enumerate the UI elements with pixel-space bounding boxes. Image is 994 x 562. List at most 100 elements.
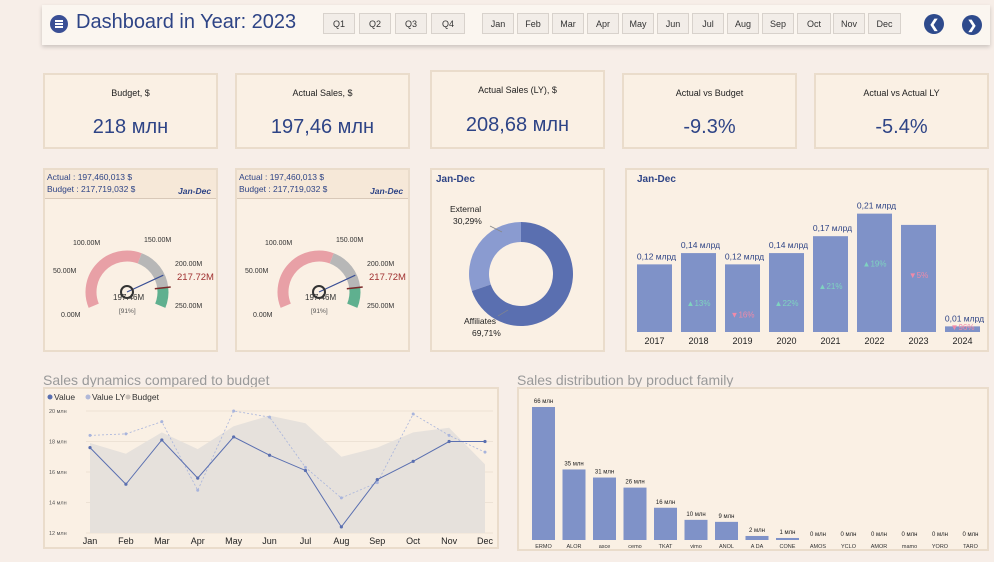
year-bar-chart: Jan-Dec 0,12 млрд 2017 0,14 млрд ▲13% 2018 0,1… [637,174,984,346]
year-bar-change-label: ▲21% [819,282,843,291]
value-ly-point [483,450,487,454]
month-button-feb[interactable]: Feb [517,13,549,34]
donut-leader [489,225,503,233]
gauge-tick-label: 100.00M [73,240,100,247]
y-tick-label: 12 млн [49,531,67,537]
y-tick-label: 20 млн [49,409,67,415]
year-bar [769,253,804,332]
gauge-chart: 0.00M 50.00M 100.00M 150.00M 200.00M 250.00M 2… [53,237,214,319]
value-point [447,439,451,444]
product-value-label: 16 млн [656,500,675,506]
donut-leader [497,309,509,317]
next-arrow-icon[interactable]: ❯ [962,15,982,35]
product-axis-label: AMOR [871,544,888,549]
year-bar-value-label: 0,14 млрд [769,240,808,250]
quarter-button-q4[interactable]: Q4 [431,13,465,34]
year-bar-title: Jan-Dec [637,174,676,185]
value-ly-point [268,415,272,419]
product-axis-label: ANOL [719,544,734,549]
year-bar-change-label: ▼5% [909,271,928,280]
x-tick-label: Mar [154,536,170,546]
quarter-button-q1[interactable]: Q1 [323,13,355,34]
gauge-target-label: 217.72M [177,272,214,283]
month-button-aug[interactable]: Aug [727,13,759,34]
month-button-oct[interactable]: Oct [797,13,831,34]
gauge-target-marker [346,286,363,290]
month-button-jul[interactable]: Jul [692,13,724,34]
x-tick-label: Aug [333,536,349,546]
x-tick-label: Jun [262,536,277,546]
gauge-target-marker [154,286,171,290]
year-axis-label: 2017 [644,336,664,346]
month-button-mar[interactable]: Mar [552,13,584,34]
product-bar [715,521,738,540]
legend-label: Value [54,392,75,402]
x-tick-label: Feb [118,536,134,546]
product-value-label: 1 млн [780,530,796,536]
prev-arrow-icon[interactable]: ❮ [924,14,944,34]
gauge-budget-line: Budget : 217,719,032 $ [239,184,328,194]
value-ly-point [196,488,200,492]
month-button-dec[interactable]: Dec [868,13,901,34]
x-tick-label: Dec [477,536,494,546]
gauge-tick-label: 200.00M [175,261,202,268]
menu-icon[interactable] [50,15,68,33]
gauge-budget-line: Budget : 217,719,032 $ [47,184,136,194]
product-value-label: 0 млн [932,532,948,538]
month-button-jan[interactable]: Jan [482,13,514,34]
year-bar [901,224,936,332]
product-value-label: 66 млн [534,399,553,405]
kpi-label: Actual vs Actual LY [863,88,940,98]
gauge-period: Jan-Dec [370,186,404,196]
month-button-nov[interactable]: Nov [833,13,865,34]
gauge-grey-arc [137,253,169,289]
page-title: Dashboard in Year: 2023 [76,11,297,33]
product-value-label: 9 млн [719,514,735,520]
kpi-label: Budget, $ [111,88,150,98]
year-bar-change-label: ▲22% [775,299,799,308]
value-point [160,438,164,442]
value-ly-point [339,496,343,500]
quarter-button-q3[interactable]: Q3 [395,13,427,34]
month-button-apr[interactable]: Apr [587,13,619,34]
value-point [411,459,415,463]
year-axis-label: 2019 [732,336,752,346]
donut-value-label: 30,29% [453,216,482,226]
gauge-actual-arc [85,250,142,308]
x-tick-label: Sep [369,536,385,546]
value-ly-point [303,465,307,469]
kpi-card-budget: Budget, $ 218 млн [43,73,218,149]
gauge-tick-label: 200.00M [367,261,394,268]
value-ly-point [124,432,128,436]
year-bar [945,326,980,332]
value-point [232,435,236,439]
gauge-period: Jan-Dec [178,186,212,196]
quarter-button-q2[interactable]: Q2 [359,13,391,34]
month-button-jun[interactable]: Jun [657,13,689,34]
gauge-header [45,170,216,199]
value-ly-point [88,433,92,437]
donut-label: Affiliates [464,316,496,326]
value-ly-point [375,481,379,485]
product-axis-label: TARO [963,544,979,549]
gauge-target-label: 217.72M [369,272,406,283]
donut-chart: Jan-Dec External 30,29% Affiliates 69,71% [436,174,573,338]
value-ly-line [89,410,486,499]
year-bar-change-label: ▲13% [687,299,711,308]
month-button-sep[interactable]: Sep [762,13,794,34]
x-tick-label: Nov [441,536,458,546]
product-axis-label: AMOS [810,544,827,549]
year-bar-value-label: 0,12 млрд [725,251,764,261]
year-bar-change-label: ▼16% [731,310,755,319]
year-bar [813,236,848,332]
gauge-tick-label: 250.00M [367,303,394,310]
product-bar [745,535,769,540]
year-bar-change-label: ▼96% [951,323,975,332]
product-bar [776,537,799,540]
gauge-tick-label: 50.00M [245,268,269,275]
x-tick-label: May [225,536,243,546]
month-button-may[interactable]: May [622,13,654,34]
product-bar-chart: 66 млн ERMO 35 млн ALOR 31 млн asce 26 млн cemo… [532,399,979,549]
product-value-label: 0 млн [963,532,979,538]
donut-value-label: 69,71% [472,328,501,338]
